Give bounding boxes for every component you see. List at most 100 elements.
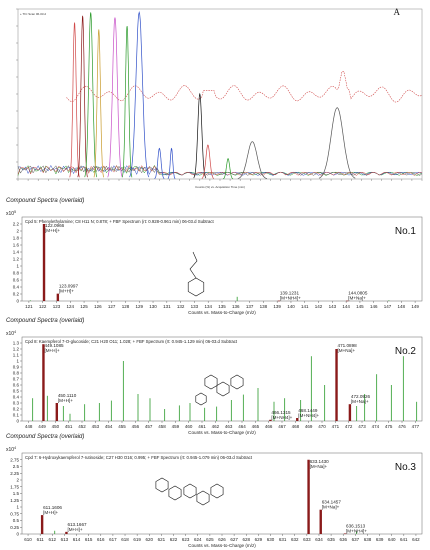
peak-label-ion: [M+H]+ [45, 228, 60, 233]
spectrum-header: Cpd 5: Phenylethylamine; C8 H11 N; 0.878… [25, 219, 215, 224]
peak-label-ion: [M+NH4]+ [298, 413, 319, 418]
x-tick-label: 635 [327, 537, 335, 542]
panel-number-label: No.2 [395, 346, 417, 357]
bar-red [335, 349, 338, 421]
bar-red [346, 300, 349, 302]
x-tick-label: 125 [80, 304, 88, 309]
y-tick-label: 1 [16, 505, 19, 510]
plot-frame [17, 8, 423, 180]
x-tick-label: 620 [146, 537, 154, 542]
x-tick-label: 628 [242, 537, 250, 542]
structure-side-chain [189, 251, 198, 279]
x-axis-label: Counts vs. Mass-to-Charge (m/z) [188, 310, 256, 315]
x-tick-label: 138 [260, 304, 268, 309]
x-tick-label: 461 [198, 424, 206, 429]
x-tick-label: 630 [267, 537, 275, 542]
x-tick-label: 476 [398, 424, 406, 429]
spectrum-panel-2: x104 Cpd 8: Kaempferol 7-O-glucoside; C21… [6, 330, 423, 435]
x-tick-label: 449 [38, 424, 46, 429]
y-tick-label: 0.1 [13, 413, 20, 418]
y-tick-label: 0.25 [10, 525, 19, 530]
y-tick-label: 0.4 [13, 285, 20, 290]
structure-ring-c [196, 490, 210, 506]
bar-red [65, 531, 68, 534]
y-scale-exponent: 4 [14, 446, 16, 450]
peak-label-mz: 139.1231 [280, 291, 300, 296]
chromatogram-panel: + TIC Scan 06-03.d Counts (%) vs. Acquisi… [4, 3, 426, 193]
x-tick-label: 127 [108, 304, 116, 309]
bar-red [42, 344, 45, 421]
x-tick-label: 137 [246, 304, 254, 309]
x-tick-label: 126 [94, 304, 102, 309]
peak-label-mz: 122.0966 [45, 223, 65, 228]
plot-frame [21, 336, 423, 422]
y-tick-label: 1.3 [13, 341, 20, 346]
panel-number-label: No.1 [395, 226, 417, 237]
peak-label-ion: [M+NH4]+ [280, 296, 301, 301]
x-tick-label: 128 [122, 304, 130, 309]
x-tick-label: 612 [49, 537, 57, 542]
y-scale-label: x104 [6, 330, 16, 337]
x-tick-label: 616 [97, 537, 105, 542]
x-tick-label: 475 [385, 424, 393, 429]
x-tick-label: 621 [158, 537, 166, 542]
x-tick-label: 140 [287, 304, 295, 309]
x-tick-label: 144 [342, 304, 350, 309]
x-tick-label: 641 [400, 537, 408, 542]
peak-6 [129, 11, 150, 178]
peak-label-ion: [M+H]+ [44, 348, 59, 353]
peak-label-mz: 144.0805 [348, 291, 368, 296]
x-tick-label: 637 [352, 537, 360, 542]
x-tick-label: 631 [279, 537, 287, 542]
peak-label-mz: 450.1110 [58, 393, 77, 398]
x-tick-label: 624 [194, 537, 202, 542]
structure-ring-b [230, 374, 244, 390]
y-tick-label: 1.6 [13, 243, 20, 248]
x-tick-label: 146 [370, 304, 378, 309]
x-tick-label: 640 [388, 537, 396, 542]
bar-red [307, 459, 310, 534]
x-tick-label: 613 [61, 537, 69, 542]
peak-4 [107, 17, 123, 178]
x-tick-label: 136 [232, 304, 240, 309]
peak-label-ion: [M+Na]+ [351, 399, 369, 404]
peak-label-mz: 449.1085 [44, 343, 64, 348]
peak-label-mz: 471.0898 [338, 343, 358, 348]
x-tick-label: 450 [52, 424, 60, 429]
peak-label-mz: 472.0926 [351, 394, 371, 399]
bar-red [40, 515, 44, 534]
x-tick-label: 135 [218, 304, 226, 309]
x-tick-label: 473 [358, 424, 366, 429]
y-tick-label: 1 [16, 359, 19, 364]
peak-label-ion: [M+Na]+ [338, 348, 356, 353]
bar-red [42, 224, 46, 301]
panel-letter: A [393, 7, 401, 17]
y-tick-label: 0 [16, 532, 19, 537]
structure-ring-c [216, 381, 230, 397]
peak-label-mz: 634.1457 [322, 500, 342, 505]
y-tick-label: 2 [16, 229, 19, 234]
x-tick-label: 130 [149, 304, 157, 309]
x-tick-label: 451 [65, 424, 73, 429]
y-scale-exponent: 5 [14, 210, 16, 214]
x-tick-label: 625 [206, 537, 214, 542]
series-line-noise [17, 164, 423, 176]
y-tick-label: 0.2 [13, 407, 20, 412]
bar-red [348, 404, 352, 421]
legend-label: + TIC Scan 06-03.d [20, 12, 46, 16]
bar-red [296, 418, 299, 421]
x-tick-label: 132 [177, 304, 185, 309]
bar-red [343, 533, 347, 535]
structure-sugar-ring-2 [168, 485, 182, 501]
x-tick-label: 642 [412, 537, 420, 542]
x-tick-label: 472 [345, 424, 353, 429]
x-tick-label: 471 [332, 424, 340, 429]
y-tick-label: 2.5 [13, 464, 20, 469]
y-tick-label: 0.3 [13, 401, 20, 406]
x-tick-label: 149 [411, 304, 419, 309]
peak-9 [193, 92, 207, 179]
x-tick-label: 121 [25, 304, 33, 309]
peak-label-mz: 611.1606 [43, 505, 62, 510]
x-tick-label: 463 [225, 424, 233, 429]
peak-label-ion: [M+Na]+ [322, 505, 340, 510]
